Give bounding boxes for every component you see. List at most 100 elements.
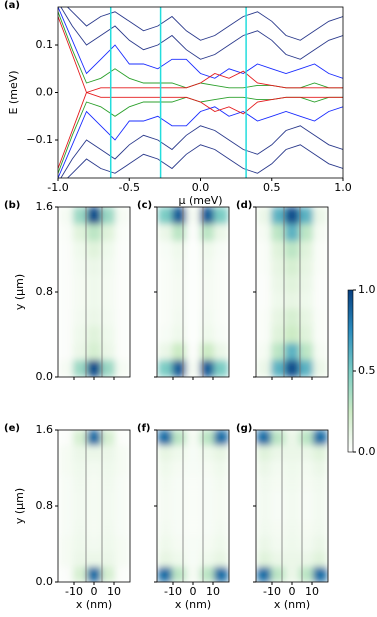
heatmap-cell — [101, 309, 115, 326]
heatmap-cell — [115, 343, 129, 360]
heatmap-cell — [200, 566, 214, 582]
heatmap-cell — [214, 506, 228, 522]
heatmap-cell — [285, 326, 299, 343]
heatmap-cell — [73, 360, 87, 377]
colorbar-tick-label: 1.0 — [358, 283, 376, 296]
heatmap-cell — [299, 241, 313, 258]
heatmap-cell — [200, 309, 214, 326]
heatmap-cell — [87, 430, 101, 446]
heatmap-cell — [101, 445, 115, 461]
heatmap-cell — [73, 536, 87, 552]
panel-label: (a) — [4, 0, 20, 11]
heatmap-cell — [73, 460, 87, 476]
heatmap-cell — [271, 551, 285, 567]
heatmap-cell — [73, 309, 87, 326]
heatmap-cell — [101, 292, 115, 309]
heatmap-cell — [214, 292, 228, 309]
heatmap-cell — [186, 536, 200, 552]
heatmap-cell — [313, 460, 327, 476]
heatmap-cell — [285, 360, 299, 377]
heatmap-cell — [158, 536, 172, 552]
heatmap-cell — [271, 241, 285, 258]
heatmap-cell — [186, 360, 200, 377]
y-axis-label: y (μm) — [13, 488, 26, 524]
heatmap-cell — [87, 475, 101, 491]
x-tick-label: -10 — [263, 585, 281, 598]
heatmap-cell — [313, 275, 327, 292]
y-tick-label: 0.1 — [36, 38, 54, 51]
heatmap-cell — [115, 490, 129, 506]
heatmap-cell — [101, 490, 115, 506]
heatmap-cell — [271, 430, 285, 446]
heatmap-cell — [257, 460, 271, 476]
heatmap-cell — [200, 360, 214, 377]
heatmap-cell — [299, 490, 313, 506]
heatmap-cell — [285, 275, 299, 292]
heatmap-cell — [186, 566, 200, 582]
heatmap-cell — [87, 207, 101, 224]
heatmap-cell — [101, 224, 115, 241]
heatmap-area — [257, 430, 327, 582]
x-tick-label: 0 — [289, 585, 296, 598]
heatmap-cell — [73, 326, 87, 343]
heatmap-cell — [101, 460, 115, 476]
heatmap-cell — [186, 551, 200, 567]
axes-frame — [156, 429, 230, 583]
heatmap-cell — [59, 536, 73, 552]
band-line — [66, 7, 343, 41]
heatmap-cell — [158, 292, 172, 309]
heatmap-cell — [87, 224, 101, 241]
x-tick-label: 0 — [190, 585, 197, 598]
heatmap-cell — [271, 566, 285, 582]
heatmap-cell — [285, 430, 299, 446]
heatmap-cell — [115, 326, 129, 343]
heatmap-cell — [214, 490, 228, 506]
heatmap-area — [59, 207, 129, 377]
heatmap-cell — [313, 258, 327, 275]
y-tick-label: 1.6 — [36, 200, 54, 213]
heatmap-cell — [172, 536, 186, 552]
heatmap-cell — [214, 445, 228, 461]
heatmap-cell — [158, 258, 172, 275]
heatmap-cell — [257, 207, 271, 224]
heatmap-cell — [73, 551, 87, 567]
heatmap-cell — [115, 258, 129, 275]
x-axis-label: x (nm) — [274, 598, 310, 611]
panel-label: (f) — [137, 423, 151, 434]
heatmap-cell — [200, 445, 214, 461]
heatmap-cell — [59, 258, 73, 275]
heatmap-cell — [87, 490, 101, 506]
heatmap-cell — [313, 566, 327, 582]
heatmap-cell — [200, 521, 214, 537]
heatmap-cell — [299, 224, 313, 241]
axes-frame — [57, 429, 131, 583]
heatmap-cell — [186, 506, 200, 522]
heatmap-cell — [285, 536, 299, 552]
y-tick-label: 0.8 — [36, 499, 54, 512]
heatmap-cell — [313, 224, 327, 241]
heatmap-cell — [299, 258, 313, 275]
heatmap-cell — [285, 309, 299, 326]
heatmap-cell — [115, 309, 129, 326]
heatmap-cell — [73, 258, 87, 275]
heatmap-cell — [115, 536, 129, 552]
heatmap-cell — [257, 521, 271, 537]
heatmap-cell — [313, 241, 327, 258]
x-axis-label: μ (meV) — [178, 194, 222, 207]
heatmap-cell — [158, 445, 172, 461]
heatmap-cell — [172, 241, 186, 258]
heatmap-cell — [214, 258, 228, 275]
heatmap-cell — [271, 224, 285, 241]
band-line — [66, 144, 343, 178]
heatmap-cell — [101, 521, 115, 537]
heatmap-cell — [313, 360, 327, 377]
heatmap-cell — [313, 506, 327, 522]
x-tick-label: -0.5 — [119, 181, 140, 194]
heatmap-cell — [299, 551, 313, 567]
heatmap-cell — [87, 275, 101, 292]
heatmap-cell — [101, 566, 115, 582]
heatmap-cell — [257, 292, 271, 309]
heatmap-cell — [271, 207, 285, 224]
heatmap-cell — [87, 551, 101, 567]
heatmap-cell — [271, 309, 285, 326]
